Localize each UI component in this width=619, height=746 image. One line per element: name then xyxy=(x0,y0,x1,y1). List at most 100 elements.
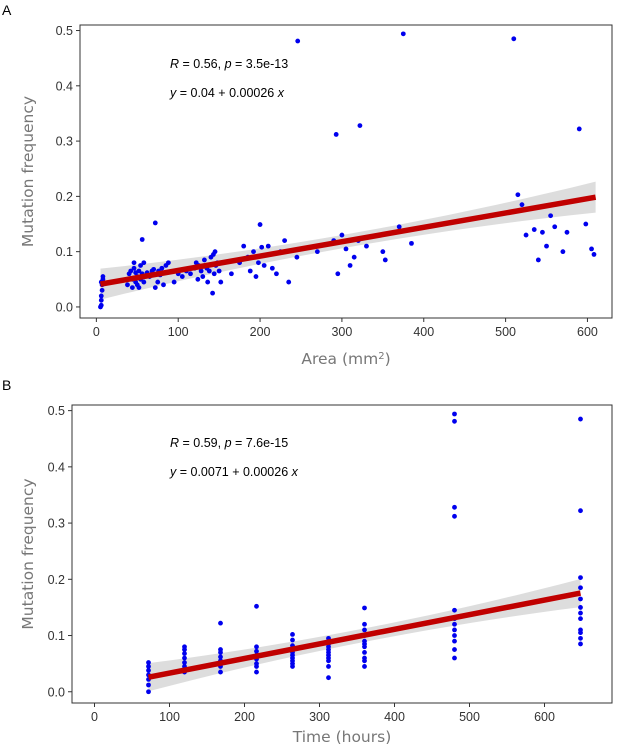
x-tick-label: 400 xyxy=(384,710,405,724)
data-point xyxy=(589,246,594,252)
y-tick-label: 0.0 xyxy=(48,685,65,699)
data-point xyxy=(98,297,104,303)
data-point xyxy=(256,260,261,266)
data-point xyxy=(152,285,158,290)
y-tick-label: 0.2 xyxy=(56,190,73,204)
data-point xyxy=(380,249,386,255)
data-point xyxy=(218,620,223,626)
data-point xyxy=(131,265,137,271)
y-tick-label: 0.5 xyxy=(48,404,65,418)
data-point xyxy=(254,669,259,675)
data-point xyxy=(578,596,583,602)
data-point xyxy=(131,260,137,266)
data-point xyxy=(182,655,187,661)
data-point xyxy=(98,293,104,299)
data-point xyxy=(578,635,583,641)
data-point xyxy=(333,132,339,137)
data-point xyxy=(146,664,151,669)
regression-line xyxy=(99,194,597,287)
data-point xyxy=(138,263,143,268)
data-point xyxy=(205,279,211,285)
x-tick-label: 100 xyxy=(168,325,189,339)
data-point xyxy=(362,621,367,627)
data-point xyxy=(362,664,367,669)
x-tick-label: 300 xyxy=(309,710,330,724)
data-point xyxy=(100,274,106,279)
data-point xyxy=(578,508,583,514)
data-point xyxy=(362,627,367,633)
correlation-annotation: R = 0.56, p = 3.5e-13 xyxy=(170,57,288,71)
data-point xyxy=(351,254,357,260)
data-point xyxy=(254,648,259,654)
x-tick-label: 0 xyxy=(91,710,98,724)
data-point xyxy=(519,202,525,208)
data-point xyxy=(274,271,279,277)
data-point xyxy=(128,268,134,274)
data-point xyxy=(171,279,177,285)
data-point xyxy=(146,660,151,665)
data-point xyxy=(578,627,583,633)
data-point xyxy=(544,243,549,249)
data-point xyxy=(212,249,218,255)
data-point xyxy=(125,282,130,288)
data-point xyxy=(218,279,224,285)
panel-a: A 0 100 200 300 400 500 6000.00.10.20.30.40.5 … xyxy=(2,2,613,368)
data-point xyxy=(241,243,247,249)
data-point xyxy=(218,647,223,652)
data-point xyxy=(99,287,105,293)
data-point xyxy=(161,282,166,288)
data-point xyxy=(452,504,457,510)
data-point xyxy=(254,644,259,650)
data-point xyxy=(578,616,583,622)
x-tick-label: 400 xyxy=(413,325,434,339)
panel-letter: B xyxy=(2,377,11,393)
data-point xyxy=(259,244,265,250)
data-point xyxy=(452,638,457,644)
x-tick-label: 500 xyxy=(495,325,516,339)
x-axis-title: Time (hours) xyxy=(292,728,392,746)
data-point xyxy=(286,279,292,285)
data-point xyxy=(362,605,367,611)
data-point xyxy=(339,232,345,238)
data-point xyxy=(564,229,570,235)
data-point xyxy=(357,123,363,129)
data-point xyxy=(578,585,583,591)
data-point xyxy=(159,265,165,271)
data-point xyxy=(261,263,267,268)
panel-letter: A xyxy=(2,2,12,18)
data-point xyxy=(540,229,545,235)
panel-b: B 0 100 200 300 400 500 6000.00.10.20.30.40.5 … xyxy=(2,377,613,746)
y-axis-title: Mutation frequency xyxy=(19,478,37,629)
data-point xyxy=(136,285,142,290)
data-point xyxy=(578,575,583,581)
y-tick-label: 0.4 xyxy=(48,460,65,474)
data-point xyxy=(343,246,349,252)
data-point xyxy=(210,290,215,296)
data-point xyxy=(578,416,583,422)
x-tick-label: 500 xyxy=(459,710,480,724)
regression-line xyxy=(147,590,582,680)
data-point xyxy=(211,271,217,277)
data-point xyxy=(155,279,161,285)
y-tick-label: 0.1 xyxy=(56,245,73,259)
data-point xyxy=(200,274,206,279)
x-tick-label: 200 xyxy=(250,325,271,339)
data-point xyxy=(218,669,223,675)
data-point xyxy=(335,271,341,277)
data-point xyxy=(202,257,207,263)
data-point xyxy=(452,633,457,638)
x-tick-label: 200 xyxy=(234,710,255,724)
x-tick-label: 0 xyxy=(93,325,100,339)
y-tick-label: 0.1 xyxy=(48,629,65,643)
data-point xyxy=(531,227,537,232)
data-point xyxy=(269,265,275,271)
y-axis-title: Mutation frequency xyxy=(19,96,37,247)
x-axis-title: Area (mm2) xyxy=(301,350,390,368)
data-point xyxy=(578,605,583,610)
data-point xyxy=(229,271,234,277)
data-point xyxy=(347,263,353,268)
data-point xyxy=(515,192,521,198)
data-point xyxy=(452,418,457,424)
data-point xyxy=(294,254,300,260)
data-point xyxy=(136,268,142,274)
